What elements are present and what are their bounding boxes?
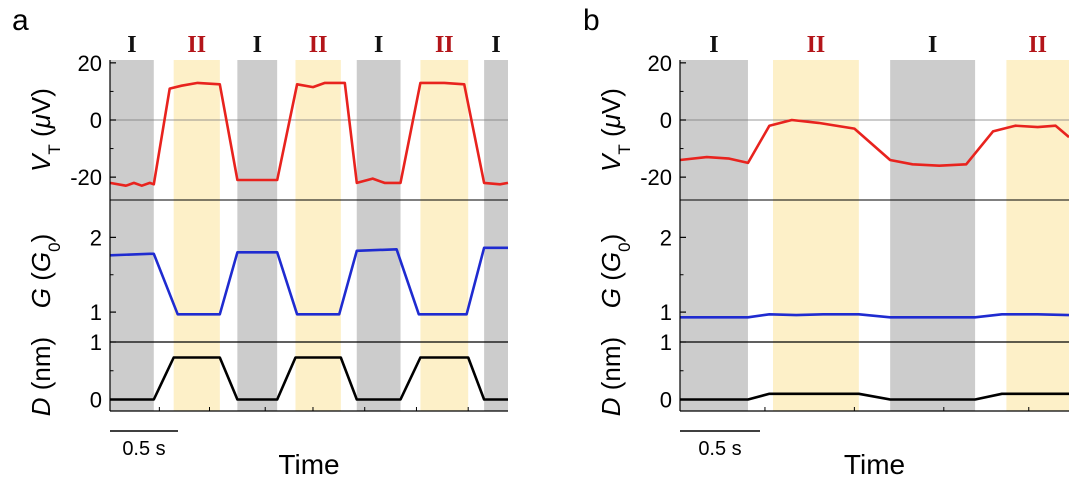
region-band: [773, 60, 859, 411]
region-band: [484, 60, 508, 411]
region-band: [420, 60, 469, 411]
series-line: [109, 81, 509, 187]
series-line: [679, 118, 1069, 167]
region-label: II: [435, 32, 454, 58]
region-label: II: [309, 32, 328, 58]
y-axis-label: D (nm): [596, 337, 626, 416]
region-band: [1006, 60, 1069, 411]
x-axis-label: Time: [844, 449, 905, 480]
series-line: [680, 312, 1069, 319]
series-line: [110, 356, 508, 401]
y-tick-label: -20: [640, 165, 672, 190]
y-tick-label: 1: [660, 300, 672, 325]
y-tick-label: 1: [90, 300, 102, 325]
region-label: I: [127, 32, 136, 58]
y-tick-label: 0: [660, 108, 672, 133]
y-tick-label: 0: [90, 108, 102, 133]
region-label: I: [253, 32, 262, 58]
y-tick-label: 0: [90, 388, 102, 413]
region-label: I: [928, 32, 937, 58]
region-band: [237, 60, 278, 411]
y-tick-label: 20: [78, 51, 102, 76]
y-axis-label: D (nm): [26, 337, 56, 416]
region-label: I: [491, 32, 500, 58]
scale-bar-label: 0.5 s: [122, 438, 165, 460]
series-line: [109, 246, 508, 316]
region-label: II: [187, 32, 206, 58]
region-band: [173, 60, 220, 411]
region-label: II: [807, 32, 826, 58]
scale-bar-label: 0.5 s: [698, 438, 741, 460]
y-tick-label: 2: [90, 225, 102, 250]
panel-label: b: [583, 4, 600, 37]
y-tick-label: 0: [660, 388, 672, 413]
y-axis-label: VT (μV): [596, 88, 634, 172]
region-label: I: [374, 32, 383, 58]
series-line: [680, 392, 1069, 401]
y-tick-label: 2: [660, 225, 672, 250]
y-tick-label: 1: [90, 330, 102, 355]
y-axis-label: VT (μV): [26, 88, 64, 172]
region-label: I: [709, 32, 718, 58]
y-tick-label: -20: [70, 165, 102, 190]
region-band: [295, 60, 341, 411]
y-axis-label: G (G0): [596, 234, 634, 309]
region-band: [110, 60, 154, 411]
panel-label: a: [12, 4, 29, 37]
region-band: [680, 60, 748, 411]
x-axis-label: Time: [278, 449, 339, 480]
y-tick-label: 20: [648, 51, 672, 76]
region-band: [356, 60, 401, 411]
region-label: II: [1028, 32, 1047, 58]
y-tick-label: 1: [660, 330, 672, 355]
region-band: [890, 60, 976, 411]
y-axis-label: G (G0): [26, 234, 64, 309]
